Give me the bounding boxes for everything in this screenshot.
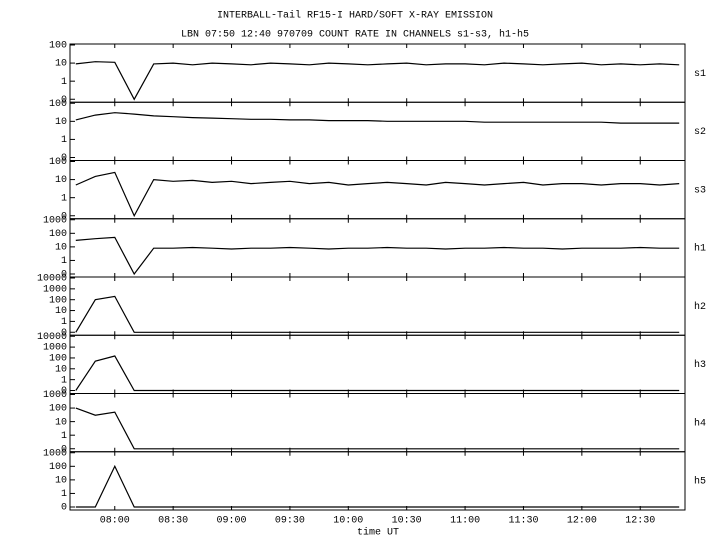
y-tick-label: 10 [55,417,67,428]
y-tick-label: 100 [49,404,67,415]
y-tick-label: 100 [49,99,67,110]
y-tick-label: 100 [49,41,67,52]
y-tick-label: 0 [61,95,67,106]
y-tick-label: 10 [55,306,67,317]
y-tick-label: 0 [61,503,67,514]
data-line [75,112,680,124]
y-tick-label: 100 [49,229,67,240]
y-tick-label: 1000 [43,284,67,295]
data-line [75,236,680,276]
y-tick-label: 10000 [37,332,67,343]
y-tick-label: 100 [49,462,67,473]
chart-subtitle: LBN 07:50 12:40 970709 COUNT RATE IN CHA… [181,29,529,41]
y-tick-label: 10 [55,243,67,254]
y-tick-label: 1 [61,375,67,386]
chart-title: INTERBALL-Tail RF15-I HARD/SOFT X-RAY EM… [217,10,493,22]
y-tick-label: 0 [61,153,67,164]
x-tick-label: 08:30 [158,516,188,527]
y-tick-label: 10 [55,364,67,375]
y-tick-label: 0 [61,386,67,397]
x-tick-label: 08:00 [100,516,130,527]
y-tick-label: 1 [61,135,67,146]
y-tick-label: 0 [61,444,67,455]
series-label: h4 [694,417,706,429]
y-tick-label: 1 [61,256,67,267]
y-tick-label: 0 [61,328,67,339]
y-tick-label: 10 [55,117,67,128]
panel-frame [69,451,686,511]
y-tick-label: 10 [55,476,67,487]
series-label: h3 [694,359,706,371]
y-tick-label: 1000 [43,215,67,226]
series-label: s2 [694,127,706,138]
data-line [75,355,680,392]
x-tick-label: 11:00 [450,516,480,527]
x-tick-label: 11:30 [508,516,538,527]
series-label: h1 [694,243,706,255]
data-line [75,61,680,101]
data-line [75,464,680,508]
data-line [75,407,680,450]
y-tick-label: 0 [61,211,67,222]
panel-frame [69,160,686,220]
series-label: h2 [694,301,706,313]
panel-frame [69,43,686,103]
series-label: s1 [694,69,706,80]
x-tick-label: 12:30 [625,516,655,527]
series-label: s3 [694,185,706,196]
x-tick-label: 09:00 [217,516,247,527]
x-tick-label: 10:00 [333,516,363,527]
panel-frame [69,334,686,394]
y-tick-label: 1 [61,193,67,204]
panel-frame [69,101,686,161]
y-tick-label: 10000 [37,274,67,285]
y-tick-label: 1000 [43,448,67,459]
y-tick-label: 1 [61,77,67,88]
y-tick-label: 10 [55,59,67,70]
y-tick-label: 1000 [43,343,67,354]
y-tick-label: 1 [61,489,67,500]
y-tick-label: 1 [61,317,67,328]
data-line [75,171,680,218]
x-tick-label: 12:00 [567,516,597,527]
x-axis-label: time UT [357,527,399,539]
y-tick-label: 1000 [43,390,67,401]
y-tick-label: 100 [49,157,67,168]
series-label: h5 [694,476,706,488]
y-tick-label: 0 [61,270,67,281]
data-line [75,295,680,333]
panel-frame [69,276,686,336]
x-tick-label: 10:30 [392,516,422,527]
y-tick-label: 1 [61,431,67,442]
y-tick-label: 10 [55,175,67,186]
panel-frame [69,393,686,453]
y-tick-label: 100 [49,354,67,365]
x-tick-label: 09:30 [275,516,305,527]
y-tick-label: 100 [49,295,67,306]
